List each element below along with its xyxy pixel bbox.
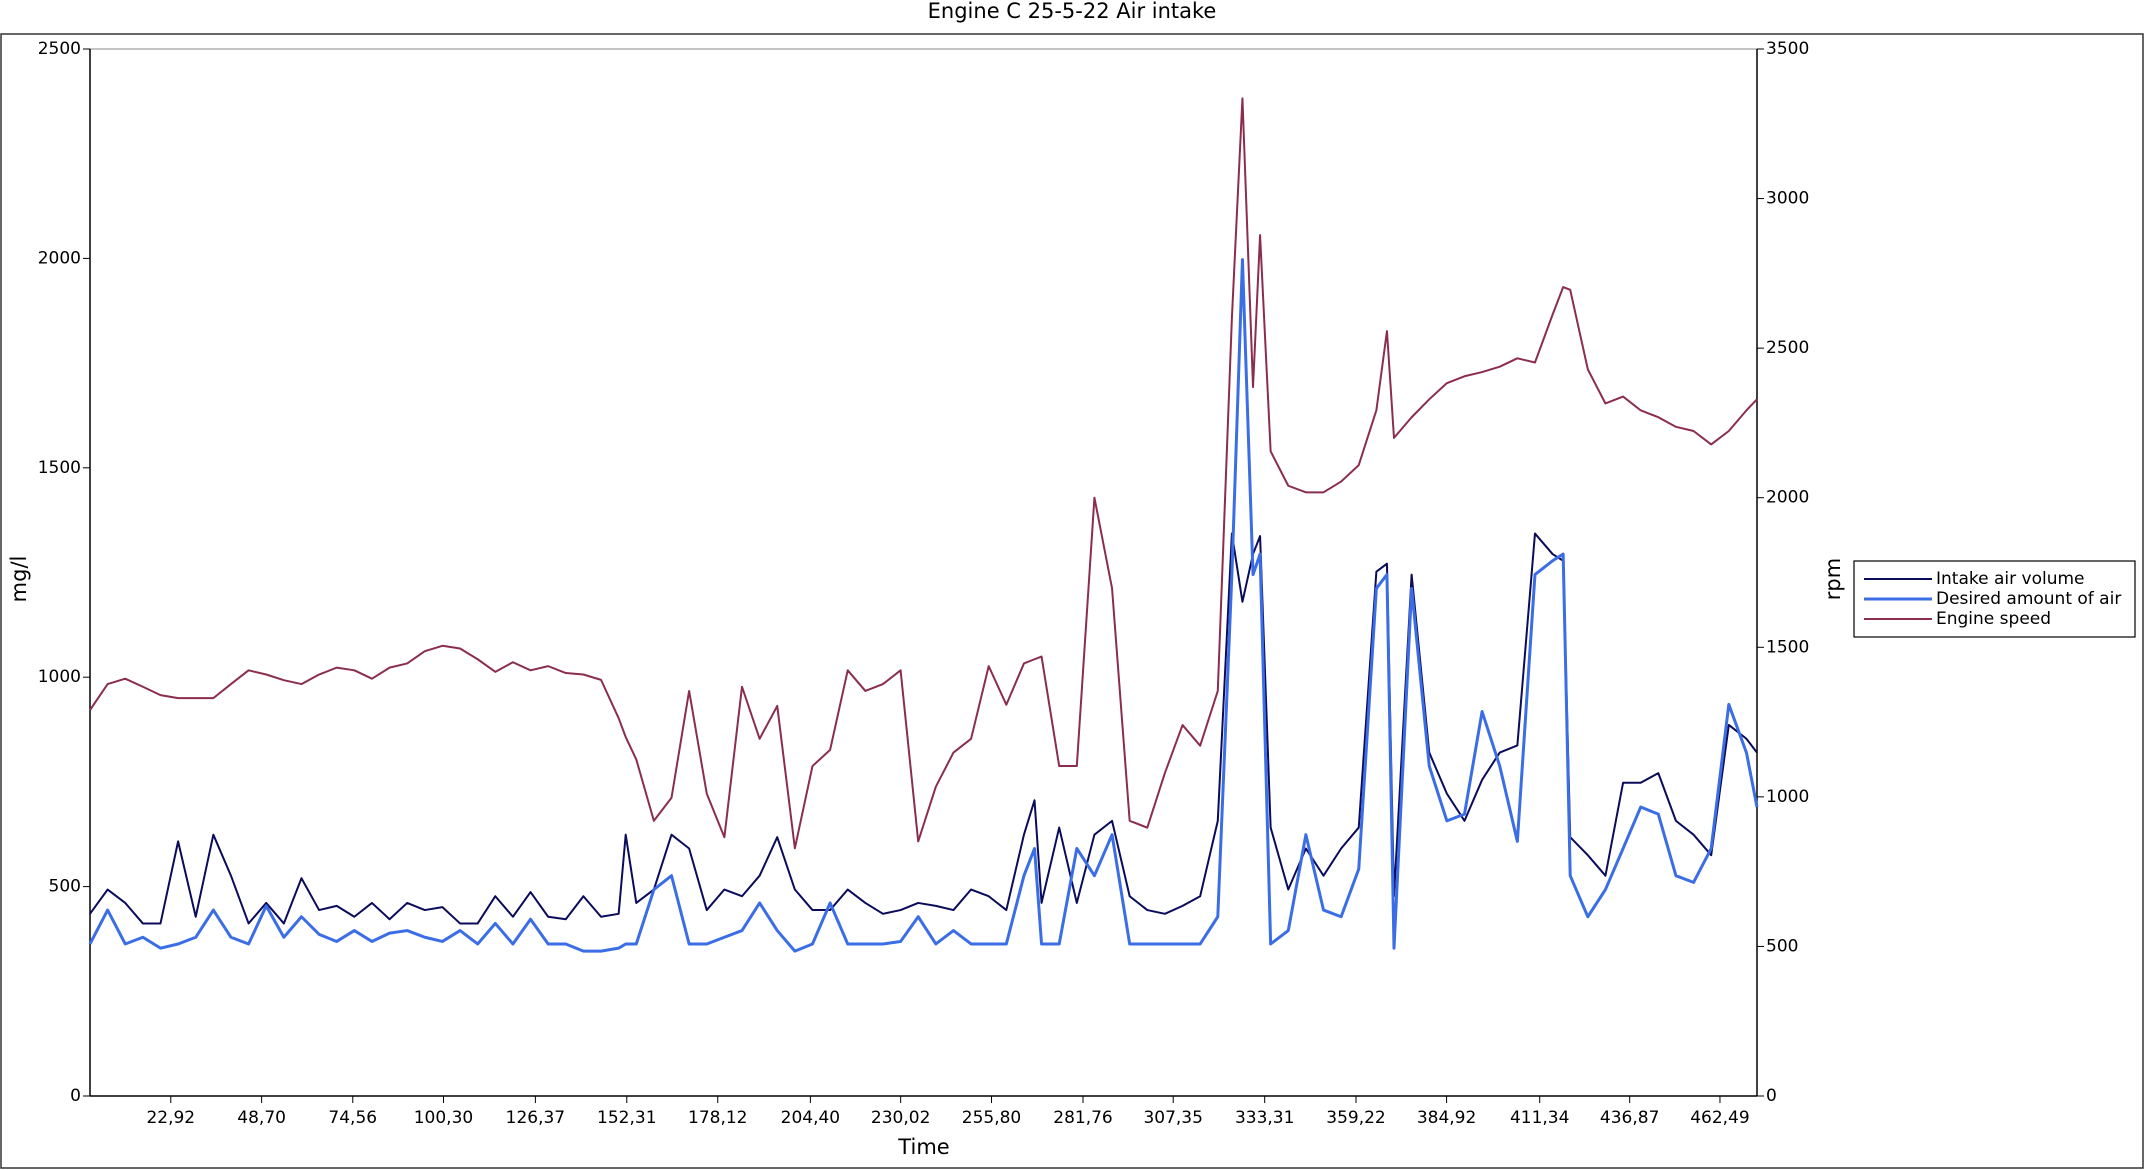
y2-tick-label: 0 (1766, 1086, 1777, 1106)
x-tick-label: 436,87 (1600, 1108, 1659, 1128)
series-line (89, 97, 1758, 850)
y2-axis-label: rpm (1821, 558, 1845, 600)
series-line (88, 258, 1759, 953)
y-tick-label: 2000 (38, 248, 81, 268)
legend-label: Intake air volume (1936, 569, 2084, 589)
y2-tick-label: 500 (1766, 936, 1798, 956)
frame (0, 33, 2144, 1169)
x-tick-label: 307,35 (1143, 1108, 1202, 1128)
x-tick-label: 126,37 (506, 1108, 565, 1128)
y2-tick-label: 1500 (1766, 637, 1809, 657)
x-tick-label: 100,30 (414, 1108, 473, 1128)
y2-tick-label: 1000 (1766, 787, 1809, 807)
x-tick-label: 230,02 (871, 1108, 930, 1128)
x-tick-label: 178,12 (688, 1108, 747, 1128)
x-tick-label: 255,80 (962, 1108, 1021, 1128)
y2-tick-label: 2500 (1766, 338, 1809, 358)
y-tick-label: 1500 (38, 458, 81, 478)
x-tick-label: 22,92 (146, 1108, 195, 1128)
y-tick-label: 0 (70, 1086, 81, 1106)
y-axis-label: mg/l (7, 556, 31, 603)
x-tick-label: 462,49 (1690, 1108, 1749, 1128)
legend-label: Desired amount of air (1936, 589, 2121, 609)
x-tick-label: 281,76 (1053, 1108, 1112, 1128)
x-axis-label: Time (897, 1135, 949, 1159)
y-tick-label: 1000 (38, 667, 81, 687)
x-tick-label: 384,92 (1417, 1108, 1476, 1128)
x-tick-label: 48,70 (237, 1108, 286, 1128)
x-tick-label: 152,31 (597, 1108, 656, 1128)
y-tick-label: 2500 (38, 39, 81, 59)
chart-title: Engine C 25-5-22 Air intake (928, 0, 1217, 23)
legend-label: Engine speed (1936, 609, 2051, 629)
series-line (89, 532, 1758, 925)
x-tick-label: 411,34 (1510, 1108, 1569, 1128)
y-tick-label: 500 (49, 877, 81, 897)
y2-tick-label: 3000 (1766, 189, 1809, 209)
y2-tick-label: 2000 (1766, 488, 1809, 508)
x-tick-label: 74,56 (328, 1108, 377, 1128)
y2-tick-label: 3500 (1766, 39, 1809, 59)
x-tick-label: 359,22 (1326, 1108, 1385, 1128)
x-tick-label: 333,31 (1235, 1108, 1294, 1128)
x-tick-label: 204,40 (781, 1108, 840, 1128)
